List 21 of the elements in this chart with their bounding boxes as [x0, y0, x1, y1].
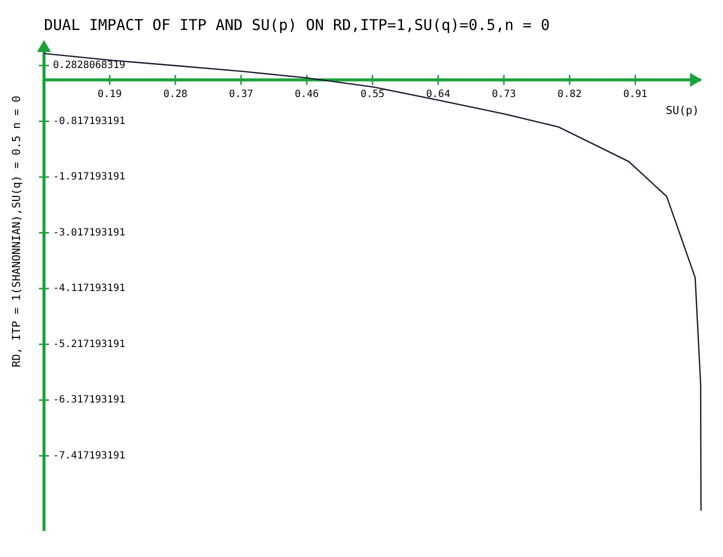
x-tick-label: 0.73	[492, 88, 516, 100]
y-tick-label: -4.117193191	[53, 283, 126, 294]
x-tick-label: 0.82	[558, 88, 582, 100]
line-series	[43, 52, 702, 512]
y-axis-title: RD, ITP = 1(SHANONNIAN),SU(q) = 0.5 n = 0	[10, 96, 23, 368]
y-tick-label: -5.217193191	[53, 338, 126, 350]
x-tick-label: 0.91	[623, 88, 648, 100]
x-tick-label: 0.28	[163, 88, 188, 100]
y-tick-label: -1.917193191	[53, 172, 126, 183]
x-tick-label: 0.37	[229, 88, 254, 100]
x-tick-label: 0.64	[426, 88, 450, 100]
y-tick-label: -0.817193191	[53, 116, 126, 127]
x-tick-label: 0.19	[98, 88, 122, 100]
chart-title: DUAL IMPACT OF ITP AND SU(p) ON RD,ITP=1,SU(q)=0.5,n = 0	[44, 16, 550, 34]
x-tick-label: 0.55	[360, 88, 385, 100]
y-tick-label: -3.017193191	[53, 227, 126, 238]
y-tick-label: -6.317193191	[53, 394, 126, 406]
y-tick-label: 0.2828068319	[53, 60, 126, 72]
x-axis-title: SU(p)	[666, 104, 699, 117]
x-tick-label: 0.46	[294, 88, 319, 100]
y-tick-label: -7.417193191	[53, 450, 126, 462]
